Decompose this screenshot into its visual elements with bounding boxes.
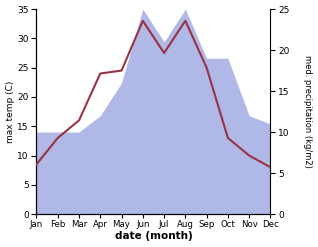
Y-axis label: med. precipitation (kg/m2): med. precipitation (kg/m2) — [303, 55, 313, 168]
X-axis label: date (month): date (month) — [114, 231, 192, 242]
Y-axis label: max temp (C): max temp (C) — [5, 80, 15, 143]
